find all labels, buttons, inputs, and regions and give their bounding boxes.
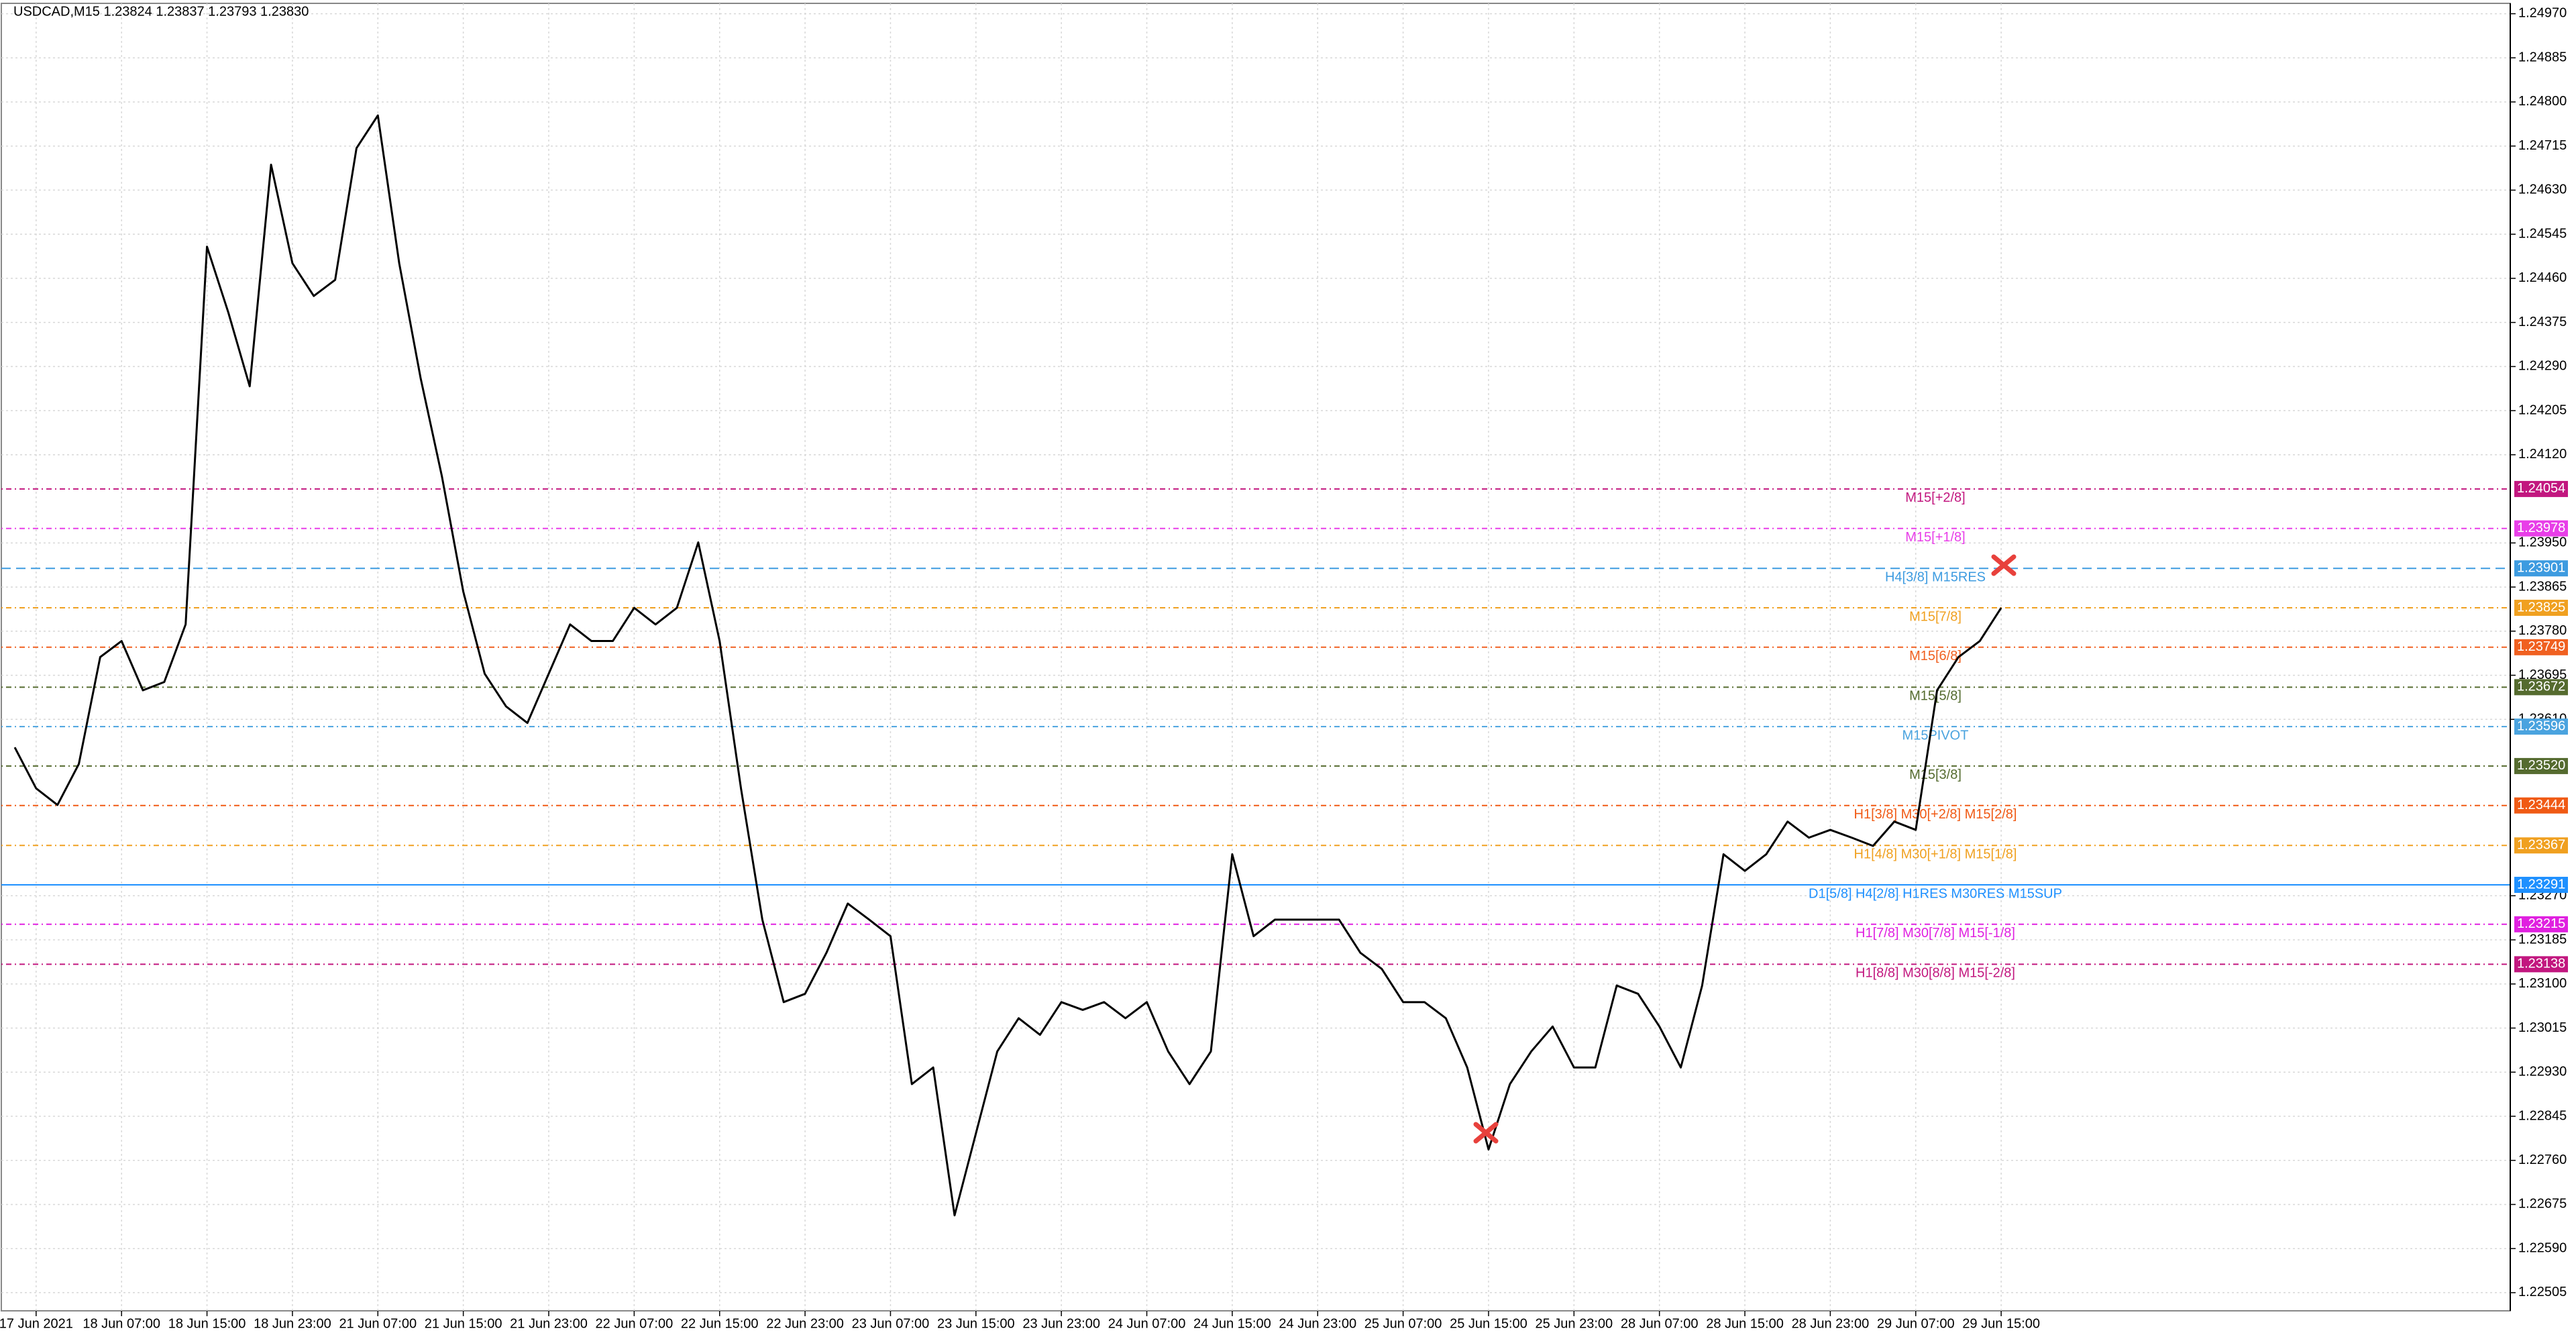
price-box-label: 1.23215 <box>2517 916 2565 931</box>
level-name: H1[4/8] M30[+1/8] M15[1/8] <box>1854 847 2017 862</box>
x-tick-label: 21 Jun 07:00 <box>339 1316 417 1331</box>
chart-title: USDCAD,M15 1.23824 1.23837 1.23793 1.238… <box>13 4 309 19</box>
level-name: M15PIVOT <box>1902 728 1969 743</box>
y-tick-label: 1.22505 <box>2518 1285 2567 1299</box>
x-tick-label: 23 Jun 15:00 <box>937 1316 1015 1331</box>
price-box-label: 1.23596 <box>2517 718 2565 733</box>
x-tick-label: 21 Jun 15:00 <box>425 1316 502 1331</box>
level-name: H1[3/8] M30[+2/8] M15[2/8] <box>1854 807 2017 822</box>
x-tick-label: 22 Jun 23:00 <box>766 1316 844 1331</box>
price-box <box>2514 560 2568 577</box>
x-tick-label: 22 Jun 15:00 <box>681 1316 759 1331</box>
marker-stroke <box>1991 554 2017 576</box>
x-tick-label: 18 Jun 07:00 <box>83 1316 160 1331</box>
level-name: D1[5/8] H4[2/8] H1RES M30RES M15SUP <box>1809 886 2062 901</box>
x-tick-label: 18 Jun 23:00 <box>254 1316 331 1331</box>
x-tick-label: 29 Jun 15:00 <box>1962 1316 2040 1331</box>
level-name: H4[3/8] M15RES <box>1885 570 1986 585</box>
y-tick-label: 1.24630 <box>2518 182 2567 197</box>
y-tick-label: 1.24970 <box>2518 6 2567 21</box>
y-tick-label: 1.24715 <box>2518 138 2567 153</box>
x-tick-label: 29 Jun 07:00 <box>1877 1316 1955 1331</box>
y-tick-label: 1.24375 <box>2518 315 2567 329</box>
level-name: H1[7/8] M30[7/8] M15[-1/8] <box>1856 926 2015 941</box>
price-box-label: 1.23825 <box>2517 600 2565 614</box>
price-box-label: 1.23367 <box>2517 838 2565 853</box>
price-box-label: 1.24054 <box>2517 481 2565 496</box>
price-box <box>2514 837 2568 854</box>
y-tick-label: 1.23780 <box>2518 623 2567 638</box>
price-box <box>2514 916 2568 932</box>
price-box-label: 1.23291 <box>2517 877 2565 892</box>
price-box <box>2514 956 2568 973</box>
price-box <box>2514 877 2568 894</box>
price-box-label: 1.23444 <box>2517 798 2565 812</box>
price-box-label: 1.23520 <box>2517 758 2565 773</box>
level-name: M15[+1/8] <box>1905 530 1966 545</box>
price-box <box>2514 480 2568 497</box>
price-box <box>2514 639 2568 655</box>
price-box <box>2514 757 2568 774</box>
level-name: H1[8/8] M30[8/8] M15[-2/8] <box>1856 966 2015 981</box>
y-tick-label: 1.24120 <box>2518 447 2567 462</box>
y-tick-label: 1.24205 <box>2518 403 2567 417</box>
y-tick-label: 1.22845 <box>2518 1108 2567 1123</box>
level-name: M15[3/8] <box>1909 767 1962 782</box>
y-tick-label: 1.24460 <box>2518 270 2567 285</box>
price-box <box>2514 520 2568 537</box>
price-box-label: 1.23138 <box>2517 957 2565 971</box>
price-box-label: 1.23978 <box>2517 521 2565 535</box>
x-tick-label: 21 Jun 23:00 <box>510 1316 588 1331</box>
price-box <box>2514 600 2568 617</box>
price-box-label: 1.23749 <box>2517 639 2565 654</box>
x-tick-label: 23 Jun 23:00 <box>1022 1316 1100 1331</box>
y-tick-label: 1.24290 <box>2518 359 2567 374</box>
x-tick-label: 17 Jun 2021 <box>0 1316 73 1331</box>
x-tick-label: 25 Jun 23:00 <box>1535 1316 1613 1331</box>
level-name: M15[+2/8] <box>1905 490 1966 505</box>
marker-stroke <box>1473 1122 1499 1144</box>
x-tick-label: 25 Jun 15:00 <box>1450 1316 1527 1331</box>
y-tick-label: 1.24545 <box>2518 226 2567 241</box>
level-name: M15[7/8] <box>1909 609 1962 624</box>
x-tick-label: 24 Jun 15:00 <box>1193 1316 1271 1331</box>
y-tick-label: 1.22760 <box>2518 1153 2567 1167</box>
y-tick-label: 1.23185 <box>2518 932 2567 947</box>
y-tick-label: 1.23100 <box>2518 976 2567 991</box>
y-tick-label: 1.23865 <box>2518 579 2567 594</box>
y-tick-label: 1.22930 <box>2518 1065 2567 1079</box>
x-tick-label: 23 Jun 07:00 <box>852 1316 930 1331</box>
x-tick-label: 18 Jun 15:00 <box>168 1316 246 1331</box>
x-tick-label: 24 Jun 07:00 <box>1108 1316 1186 1331</box>
y-tick-label: 1.23695 <box>2518 667 2567 682</box>
y-tick-label: 1.24885 <box>2518 50 2567 64</box>
close-marker <box>1473 554 2017 1144</box>
price-box <box>2514 797 2568 814</box>
y-tick-label: 1.22675 <box>2518 1197 2567 1212</box>
x-tick-label: 24 Jun 23:00 <box>1279 1316 1356 1331</box>
y-tick-label: 1.22590 <box>2518 1240 2567 1255</box>
y-tick-label: 1.23015 <box>2518 1020 2567 1035</box>
price-line <box>13 114 2002 1217</box>
price-box <box>2514 718 2568 735</box>
y-tick-label: 1.24800 <box>2518 94 2567 109</box>
price-box-label: 1.23672 <box>2517 680 2565 694</box>
x-tick-label: 28 Jun 23:00 <box>1792 1316 1870 1331</box>
price-box-label: 1.23901 <box>2517 561 2565 576</box>
x-tick-label: 25 Jun 07:00 <box>1364 1316 1442 1331</box>
x-tick-label: 28 Jun 07:00 <box>1621 1316 1699 1331</box>
y-tick-label: 1.23950 <box>2518 535 2567 550</box>
x-tick-label: 28 Jun 15:00 <box>1706 1316 1784 1331</box>
price-box <box>2514 679 2568 696</box>
level-name: M15[6/8] <box>1909 649 1962 663</box>
x-tick-label: 22 Jun 07:00 <box>596 1316 674 1331</box>
